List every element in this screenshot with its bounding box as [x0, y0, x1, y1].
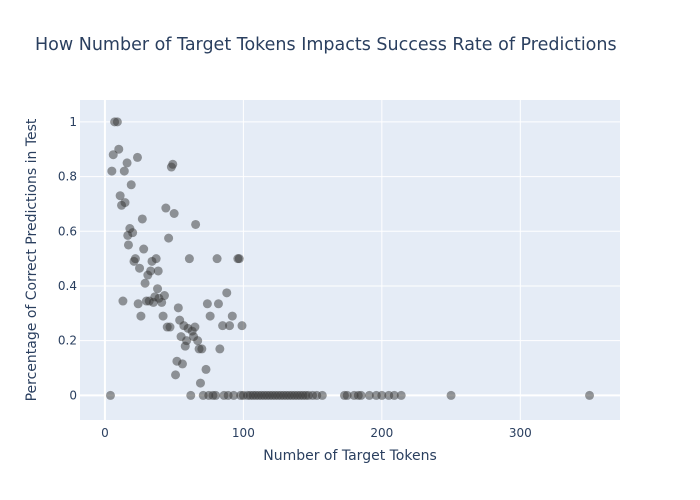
x-tick-label: 0	[101, 426, 109, 440]
data-point	[139, 244, 149, 254]
data-point	[202, 299, 212, 309]
data-point	[107, 166, 117, 176]
data-point	[197, 344, 207, 354]
tick-labels: 0 100 200 300 0 0.2 0.4 0.6 0.8 1	[58, 115, 532, 440]
x-tick-label: 300	[509, 426, 532, 440]
data-point	[377, 390, 387, 400]
data-point	[234, 254, 244, 264]
data-point	[146, 266, 156, 276]
data-point	[215, 344, 225, 354]
data-point	[225, 321, 235, 331]
data-point	[157, 297, 167, 307]
data-point	[182, 336, 192, 346]
data-point	[173, 303, 183, 313]
data-point	[114, 144, 124, 154]
x-tick-label: 200	[370, 426, 393, 440]
data-point	[227, 311, 237, 321]
data-point	[218, 321, 228, 331]
data-point	[123, 240, 133, 250]
data-point	[159, 291, 169, 301]
data-point	[342, 390, 352, 400]
data-point	[130, 254, 140, 264]
x-tick-label: 100	[232, 426, 255, 440]
data-point	[205, 311, 215, 321]
data-point	[191, 219, 201, 229]
data-point	[133, 299, 143, 309]
data-point	[126, 180, 136, 190]
data-point	[105, 390, 115, 400]
data-point	[153, 266, 163, 276]
data-point	[132, 152, 142, 162]
y-tick-label: 0.4	[58, 279, 77, 293]
data-point	[135, 263, 145, 273]
data-point	[161, 203, 171, 213]
data-point	[237, 321, 247, 331]
data-point	[122, 158, 132, 168]
data-point	[128, 228, 138, 238]
y-tick-label: 1	[69, 115, 77, 129]
data-point	[356, 390, 366, 400]
y-tick-label: 0.6	[58, 224, 77, 238]
data-point	[585, 390, 595, 400]
data-point	[151, 254, 161, 264]
y-tick-label: 0	[69, 388, 77, 402]
data-point	[140, 278, 150, 288]
data-point	[190, 322, 200, 332]
data-point	[229, 390, 239, 400]
data-point	[112, 117, 122, 127]
y-tick-label: 0.8	[58, 170, 77, 184]
y-axis-title: Percentage of Correct Predictions in Tes…	[24, 118, 40, 401]
data-point	[115, 191, 125, 201]
data-point	[119, 166, 129, 176]
data-point	[364, 390, 374, 400]
chart-title: How Number of Target Tokens Impacts Succ…	[35, 35, 617, 55]
data-point	[201, 364, 211, 374]
data-point	[193, 336, 203, 346]
data-point	[171, 370, 181, 380]
data-point	[446, 390, 456, 400]
plot-background	[80, 100, 620, 420]
data-point	[165, 322, 175, 332]
data-point	[177, 359, 187, 369]
data-point	[169, 209, 179, 219]
data-point	[120, 198, 130, 208]
data-point	[153, 284, 163, 294]
data-point	[213, 299, 223, 309]
data-point	[186, 390, 196, 400]
data-point	[108, 150, 118, 160]
data-point	[168, 159, 178, 169]
data-point	[222, 288, 232, 298]
data-point	[137, 214, 147, 224]
data-point	[158, 311, 168, 321]
data-point	[317, 390, 327, 400]
data-points	[105, 117, 595, 400]
data-point	[212, 254, 222, 264]
data-point	[195, 378, 205, 388]
data-point	[211, 390, 221, 400]
y-tick-label: 0.2	[58, 334, 77, 348]
data-point	[389, 390, 399, 400]
data-point	[164, 233, 174, 243]
x-axis-title: Number of Target Tokens	[263, 448, 437, 464]
data-point	[118, 296, 128, 306]
data-point	[136, 311, 146, 321]
data-point	[184, 254, 194, 264]
data-point	[396, 390, 406, 400]
